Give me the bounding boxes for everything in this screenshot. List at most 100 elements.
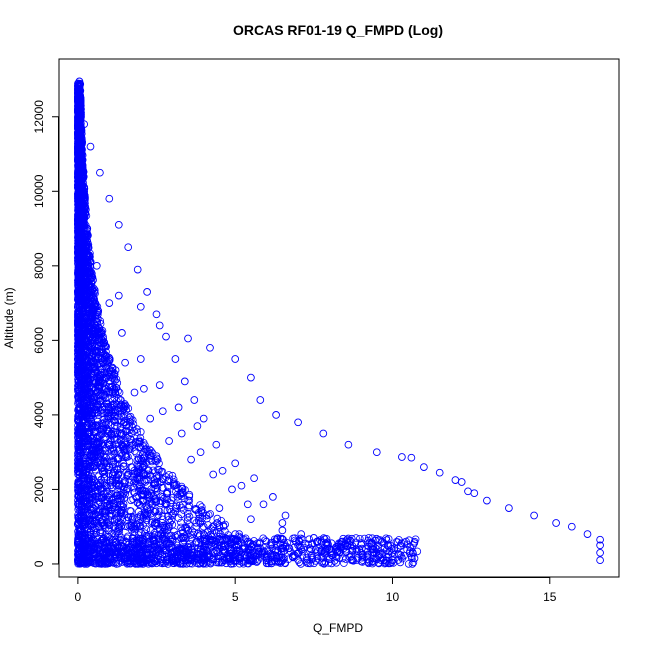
data-point (390, 544, 399, 552)
data-point (87, 437, 95, 446)
data-point (167, 531, 176, 540)
data-point (85, 495, 94, 504)
data-point (86, 286, 95, 295)
data-point (74, 245, 82, 253)
data-point (398, 453, 406, 461)
data-point (89, 530, 98, 538)
data-point (294, 550, 302, 558)
data-point (160, 530, 169, 539)
data-point (74, 416, 82, 425)
data-point (114, 505, 122, 514)
data-point (85, 252, 94, 260)
data-point (75, 172, 83, 180)
data-point (165, 471, 173, 479)
y-axis-label: Altitude (m) (2, 287, 16, 348)
data-point (105, 299, 114, 307)
data-point (112, 537, 120, 546)
data-point (174, 484, 182, 493)
data-point (327, 547, 335, 555)
data-point (406, 543, 415, 552)
data-point (182, 534, 190, 542)
data-point (75, 527, 84, 536)
data-point (380, 544, 389, 552)
data-point (134, 454, 143, 462)
data-point (89, 349, 97, 358)
data-point (215, 521, 224, 529)
data-point (74, 157, 82, 166)
data-point (92, 421, 100, 429)
data-point (172, 480, 181, 489)
data-point (79, 171, 87, 180)
data-point (75, 535, 83, 543)
data-point (75, 103, 83, 111)
data-point (92, 353, 100, 361)
data-point (121, 418, 130, 427)
data-point (76, 218, 84, 227)
data-point (219, 553, 227, 562)
data-point (85, 323, 93, 332)
data-point (370, 558, 378, 567)
data-point (96, 457, 105, 465)
data-point (168, 511, 177, 520)
data-point (98, 557, 107, 565)
data-point (152, 310, 161, 319)
data-point (94, 472, 103, 481)
data-point (101, 418, 109, 426)
data-point (81, 264, 90, 272)
data-point (134, 466, 143, 475)
data-point (298, 551, 307, 560)
data-point (74, 269, 82, 278)
data-point (92, 519, 101, 527)
data-point (304, 559, 313, 568)
data-point (359, 552, 367, 561)
data-point (81, 520, 90, 529)
data-point (74, 166, 83, 175)
data-point (97, 419, 106, 428)
data-point (163, 489, 171, 497)
data-point (136, 434, 145, 442)
data-point (83, 279, 91, 288)
data-point (89, 548, 98, 557)
data-point (89, 319, 98, 328)
data-point (175, 545, 184, 554)
data-point (357, 548, 365, 557)
data-point (372, 448, 381, 457)
data-point (143, 509, 152, 518)
data-point (134, 469, 142, 478)
data-point (88, 419, 97, 428)
data-point (173, 548, 181, 556)
data-point (150, 495, 159, 504)
data-point (86, 142, 95, 151)
data-point (294, 541, 302, 550)
data-point (193, 422, 202, 430)
data-point (105, 194, 114, 203)
data-point (596, 535, 604, 544)
data-point (180, 534, 188, 542)
data-point (88, 475, 97, 484)
data-point (74, 138, 83, 147)
data-point (112, 397, 121, 405)
data-point (121, 478, 129, 486)
data-point (136, 302, 145, 311)
data-point (79, 304, 87, 313)
data-point (118, 329, 126, 337)
data-point (154, 465, 162, 474)
data-point (74, 392, 82, 401)
data-point (262, 537, 271, 546)
data-point (318, 554, 327, 562)
data-point (78, 552, 86, 560)
data-point (102, 462, 111, 471)
data-point (91, 427, 100, 435)
data-point (81, 346, 89, 355)
data-point (368, 534, 377, 542)
data-point (303, 555, 312, 564)
data-point (83, 421, 91, 430)
data-point (88, 352, 97, 361)
data-point (126, 542, 135, 551)
data-point (103, 439, 112, 447)
data-point (155, 381, 164, 389)
data-point (216, 530, 225, 539)
data-point (74, 181, 82, 190)
data-point (118, 543, 126, 552)
data-point (332, 547, 341, 556)
